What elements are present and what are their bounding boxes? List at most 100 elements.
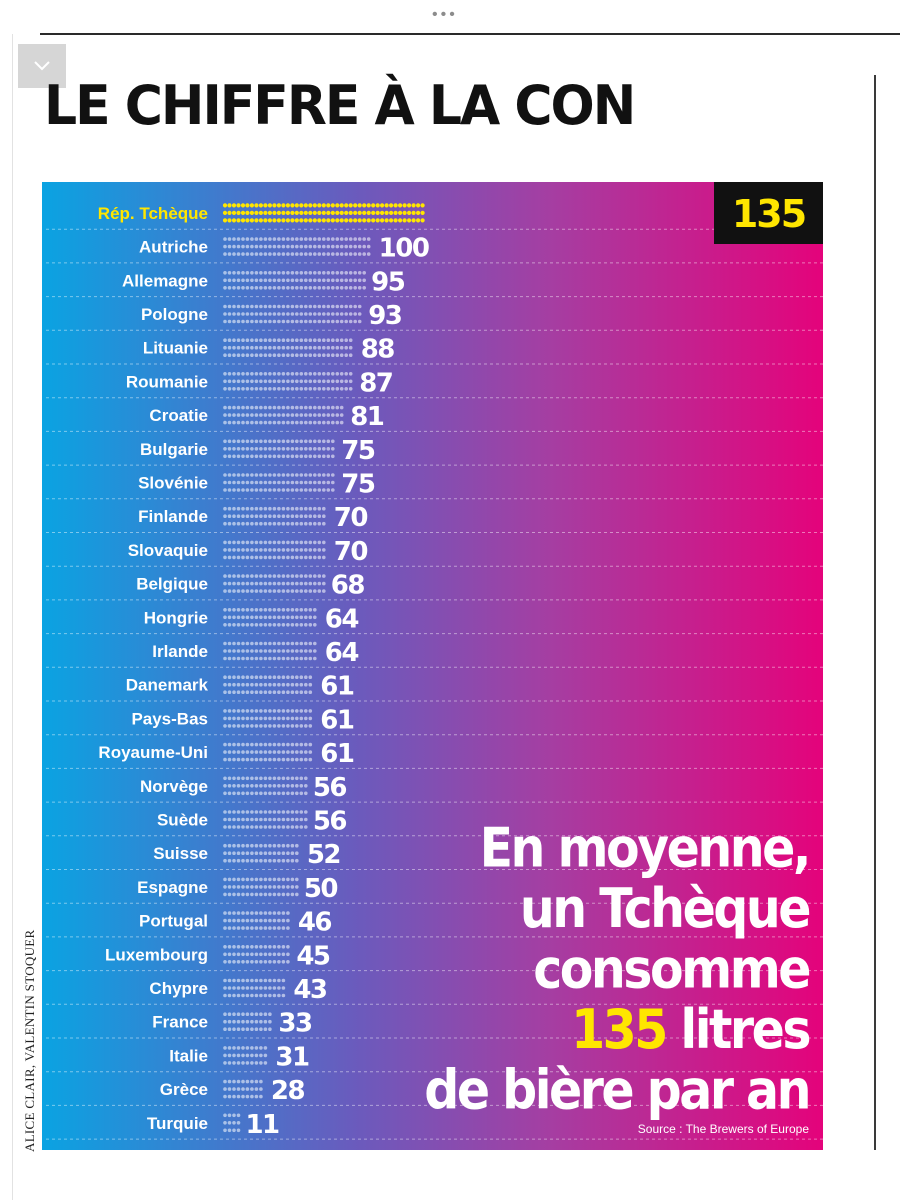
bar-dot [232,784,236,788]
bar-dot [295,843,299,848]
bar-dot [241,581,245,586]
bar-dot [281,387,286,391]
bar-dot [254,439,259,444]
bar-dot [259,851,263,855]
chart-row: Belgique 68 [46,571,823,601]
bar-dot [326,319,331,324]
bar-dot [250,742,254,747]
bar-dot [308,447,313,451]
country-label: Finlande [138,507,208,526]
bar-dot [250,641,254,646]
bar-dot [263,776,268,781]
bar-dot [322,548,326,552]
bar-dot [236,750,241,754]
bar-dot [241,405,245,410]
bar-dot [222,210,228,215]
bar-dot [272,892,277,897]
bar-dot [236,244,241,249]
bar-dot [281,641,286,646]
bar-dot [295,237,299,241]
bar-dot [277,581,281,586]
bar-dot [236,420,241,425]
bar-dot [304,608,308,612]
bar-dot [281,447,286,451]
bar-dot [335,278,340,283]
bar-dot [263,623,268,627]
bar-dot [236,960,241,964]
bar-dot [227,319,232,324]
bar-dot [259,858,263,863]
bar-dot [236,757,241,762]
country-label: Suisse [153,844,208,863]
bar-dot [241,1012,245,1016]
bar-dot [227,506,232,511]
bar-dot [277,978,281,983]
value-label: 64 [325,604,359,634]
bar-dot [236,514,241,518]
bar-dot [236,675,241,679]
bar-dot [250,791,254,796]
bar-dot [227,885,232,889]
bar-dot [277,709,281,713]
bar-dot [259,641,263,646]
bar-dot [308,420,313,425]
bar-dots [223,540,326,560]
bar-dot [236,278,241,283]
bar-dot [250,656,254,661]
bar-dot [268,304,272,309]
bar-dot [277,304,281,309]
chart-row: Royaume-Uni 61 [46,739,823,769]
bar-dot [281,926,286,930]
bar-dot [299,690,304,694]
bar-dot [227,244,232,249]
bar-dot [223,757,227,762]
bar-dot [398,218,403,223]
bar-dot [245,420,250,425]
top-rule [40,33,900,35]
bar-dot [281,911,286,915]
bar-dot [263,548,268,552]
bar-dot [335,345,340,350]
bar-dot [308,244,313,249]
bar-dot [236,218,241,223]
bar-dot [299,757,304,762]
bar-dot [245,945,250,949]
bar-dot [304,447,308,451]
bar-dot [241,926,245,930]
bar-dot [308,608,313,612]
bar-dot [308,454,313,459]
bar-dot [308,742,313,747]
bar-dot [268,858,272,863]
bar-dot [241,454,245,459]
bar-dot [299,776,304,781]
bar-dot [268,540,272,545]
bar-dot [241,237,245,241]
bar-dot [263,1027,268,1031]
bar-dot [245,312,250,316]
bar-dot [286,345,290,350]
bar-dot [299,278,304,283]
bar-dot [344,372,349,376]
bar-dot [290,709,295,713]
bar-dot [277,742,281,747]
bar-dot [236,682,241,687]
bar-dot [277,278,281,283]
bar-dot [308,286,313,290]
bar-dot [299,810,304,814]
bar-dots [223,843,299,863]
bar-dot [317,345,322,350]
more-menu-icon[interactable]: ••• [432,6,458,23]
bar-dot [317,405,322,410]
bar-dot [326,454,331,459]
bar-dot [245,1012,250,1016]
bar-dot [259,514,263,518]
bar-dot [335,252,340,256]
bar-dot [299,724,304,728]
bar-dot [250,960,254,964]
collapse-button[interactable] [18,44,66,88]
bar-dot [322,521,326,526]
country-label: Allemagne [122,271,208,290]
bar-dot [236,439,241,444]
bar-dot [304,750,308,754]
bar-dot [241,312,245,316]
